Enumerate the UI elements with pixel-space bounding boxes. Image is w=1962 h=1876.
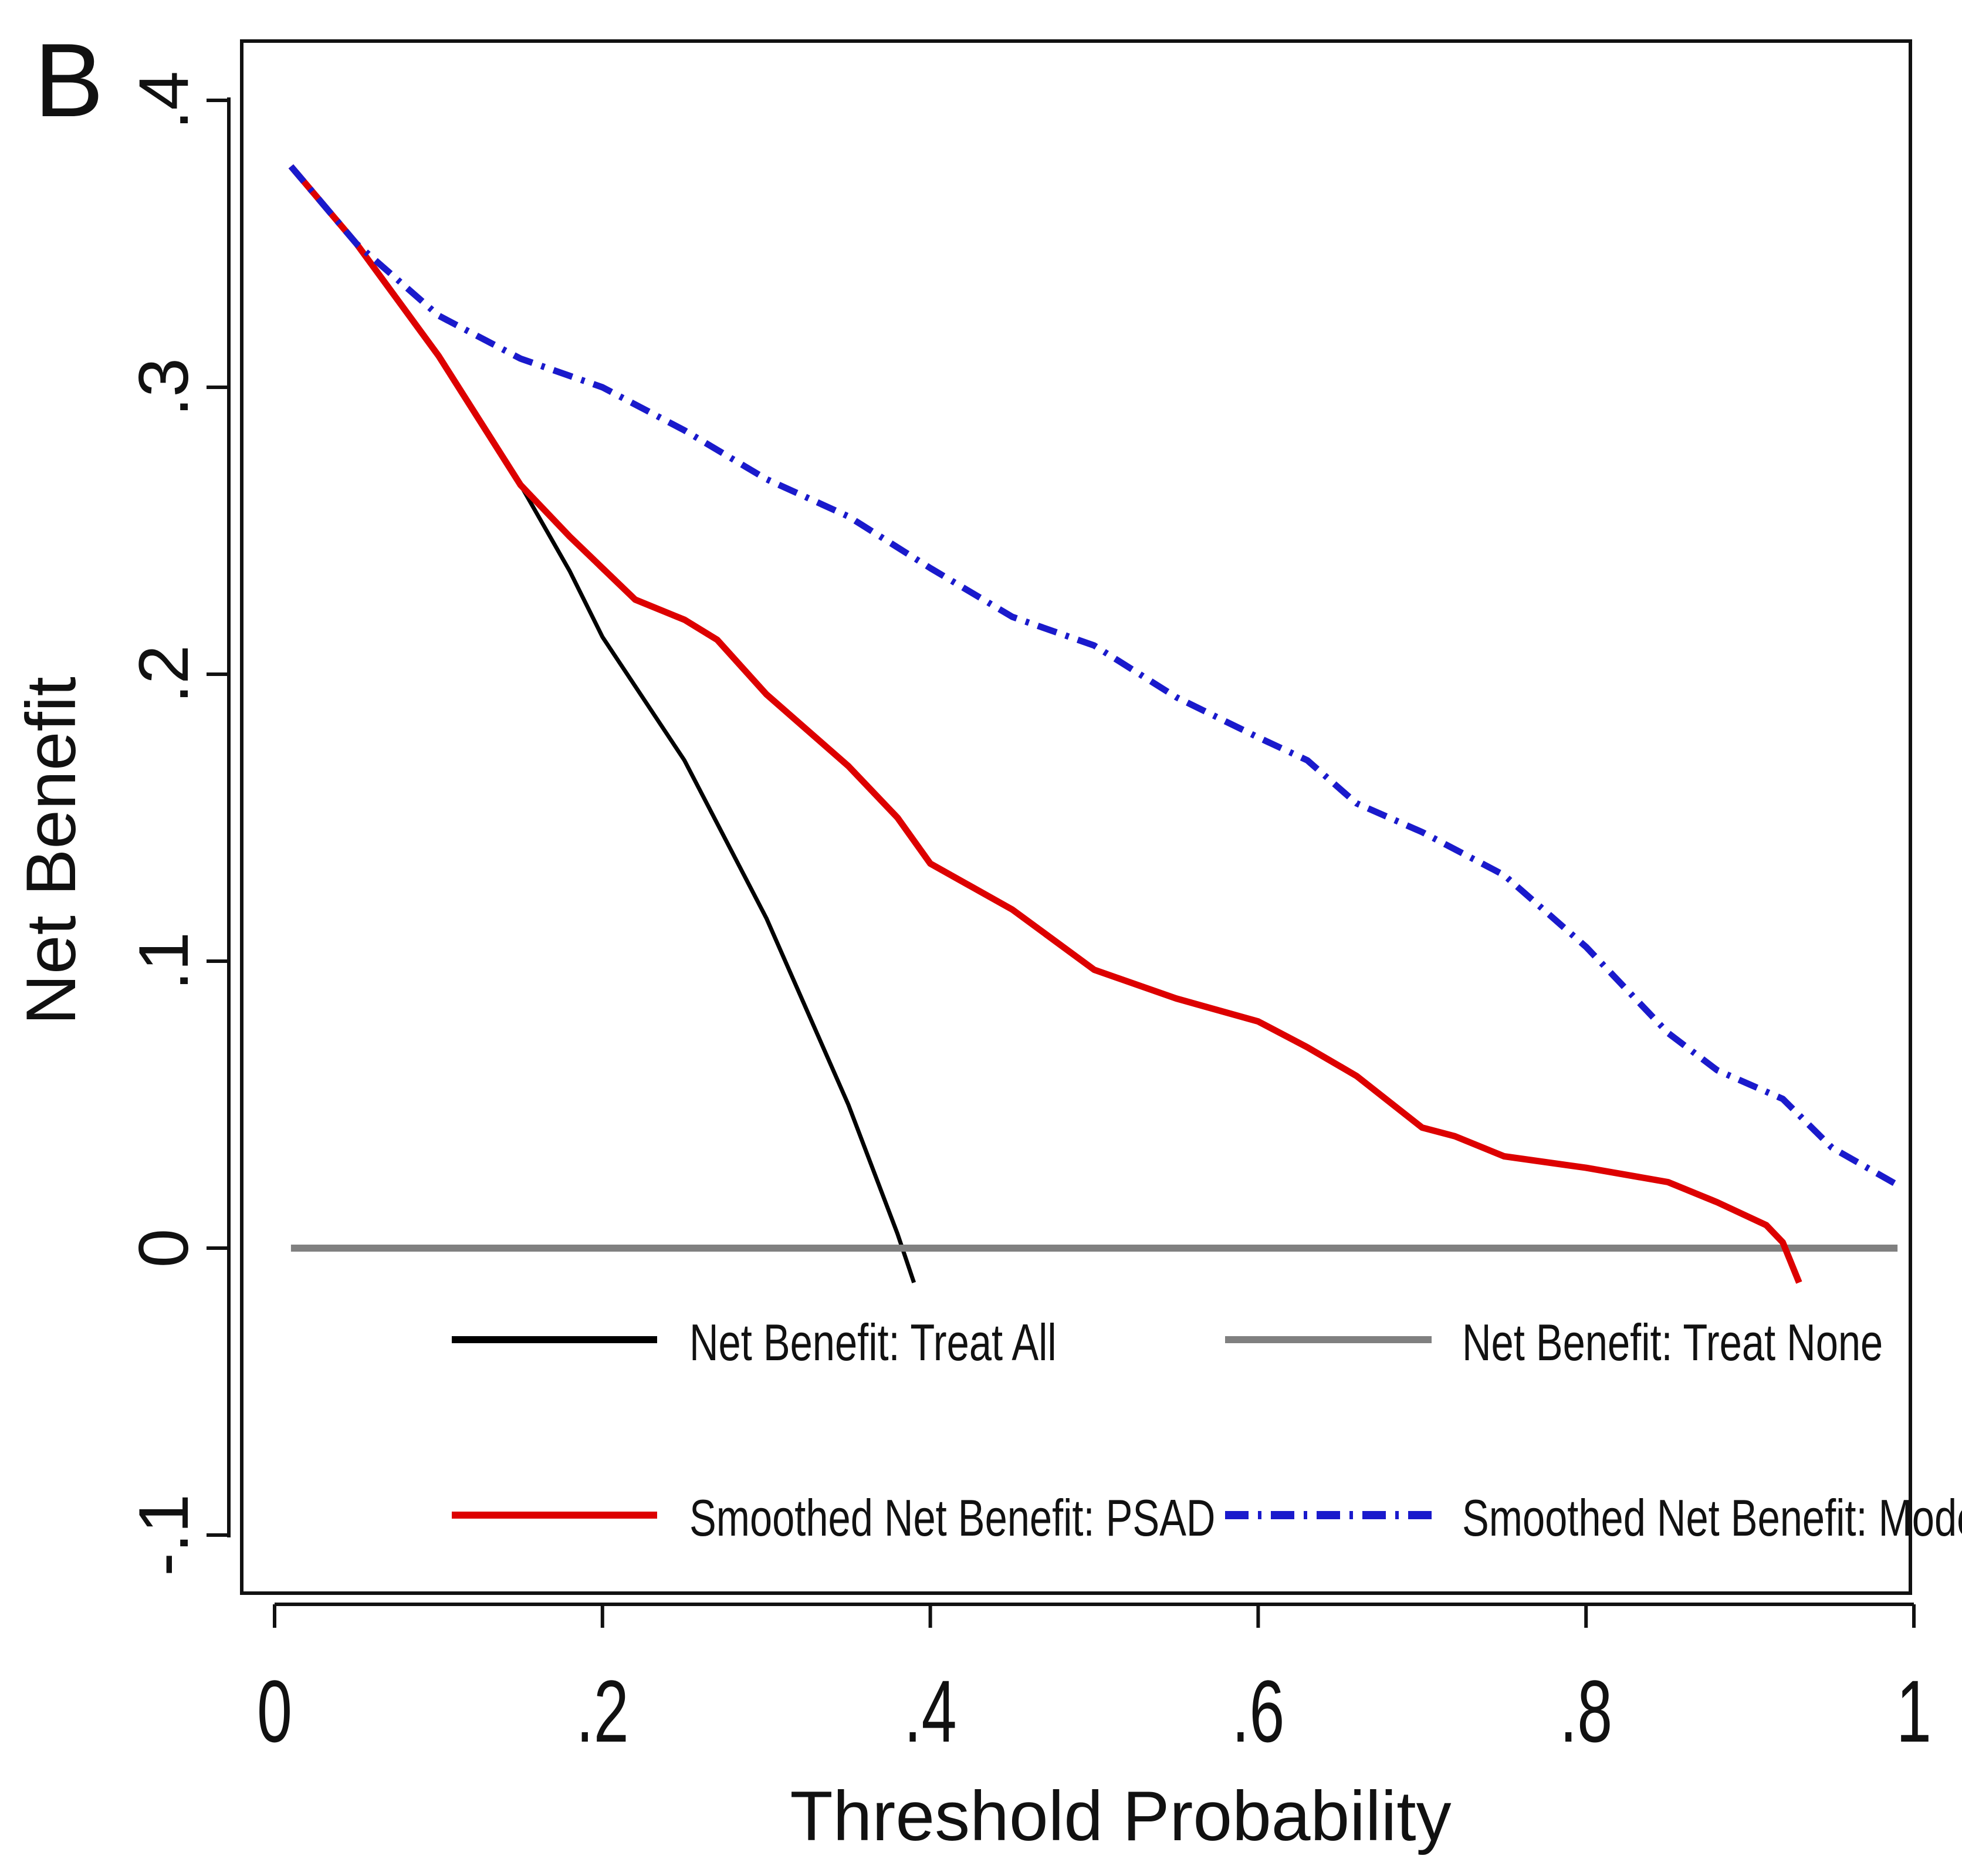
x-axis-title: Threshold Probability (790, 1777, 1451, 1855)
y-axis: -.1 0 .1 .2 .3 .4 (124, 71, 231, 1576)
legend-label-treat-none: Net Benefit: Treat None (1462, 1314, 1883, 1371)
x-tick-label-1: .2 (576, 1662, 629, 1761)
y-tick-label-2: .1 (124, 932, 203, 991)
series-line-smoothed-net-benefit-psad (288, 164, 1802, 1284)
y-tick-label-4: .3 (124, 358, 203, 417)
y-axis-title: Net Benefit (12, 677, 90, 1025)
y-tick-label-1: 0 (124, 1229, 203, 1268)
x-tick-label-3: .6 (1232, 1662, 1284, 1761)
y-tick-label-5: .4 (124, 71, 203, 130)
plot-frame (240, 39, 1912, 1595)
panel-label: B (34, 22, 104, 138)
x-tick-label-5: 1 (1896, 1662, 1931, 1761)
y-tick-label-0: -.1 (124, 1494, 203, 1576)
plot-area (240, 39, 1912, 1595)
legend-label-model: Smoothed Net Benefit: Model (1462, 1489, 1962, 1547)
y-tick-label-3: .2 (124, 645, 203, 704)
x-axis: 0 .2 .4 .6 .8 1 (257, 1603, 1931, 1761)
legend: Net Benefit: Treat All Net Benefit: Trea… (452, 1314, 1962, 1547)
x-tick-label-4: .8 (1560, 1662, 1612, 1761)
x-tick-label-0: 0 (257, 1662, 292, 1761)
series-layer (288, 164, 1899, 1284)
x-tick-label-2: .4 (904, 1662, 957, 1761)
legend-label-treat-all: Net Benefit: Treat All (689, 1314, 1057, 1371)
legend-label-psad: Smoothed Net Benefit: PSAD (689, 1489, 1216, 1547)
